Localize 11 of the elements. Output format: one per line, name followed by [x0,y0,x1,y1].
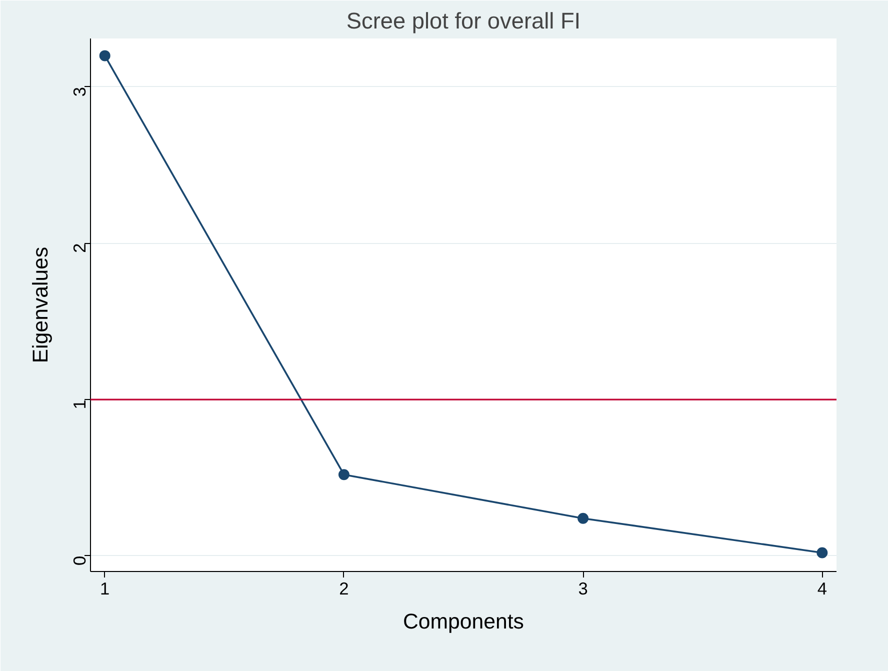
y-axis-title: Eigenvalues [28,246,52,364]
y-tick-label: 0 [70,556,90,566]
x-axis-title: Components [403,610,524,634]
x-tick-label: 3 [578,578,588,598]
x-tick-label: 4 [817,578,828,598]
y-tick-label: 1 [70,400,90,410]
chart-title: Scree plot for overall FI [346,8,581,34]
x-tick-label: 2 [339,578,349,598]
x-tick-label: 1 [100,578,110,598]
y-tick-label: 2 [70,243,90,253]
y-tick-label: 3 [70,86,90,97]
